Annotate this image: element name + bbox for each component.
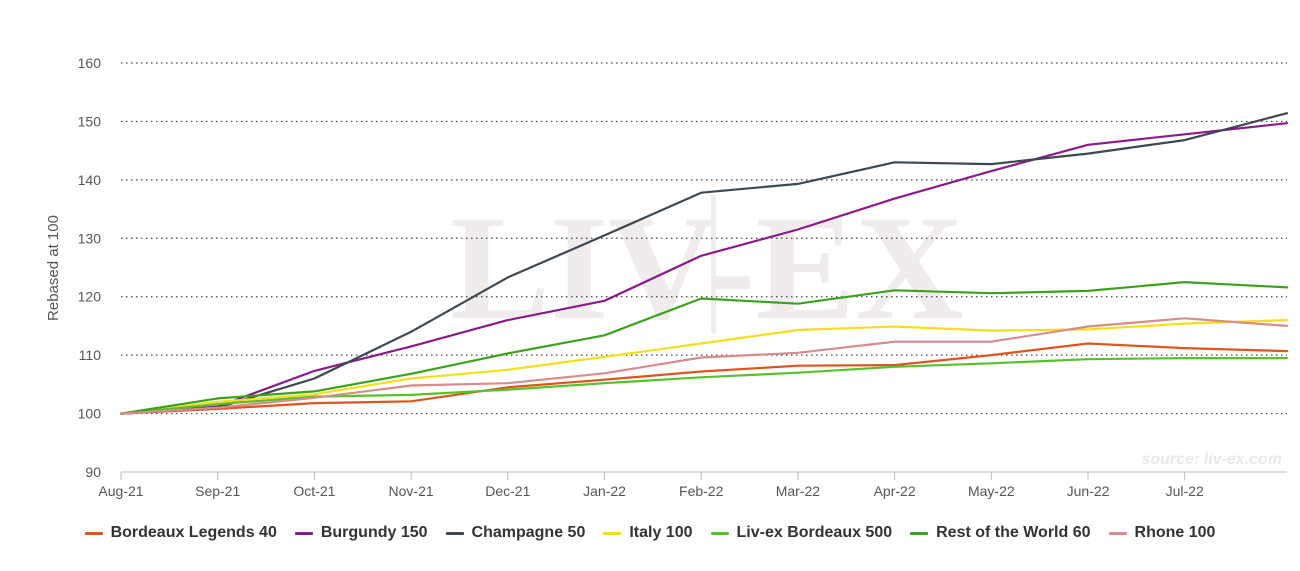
series-line-bordeaux-legends-40 [119, 342, 1289, 415]
x-tick-label: Jul-22 [1166, 483, 1204, 499]
y-axis-title: Rebased at 100 [45, 215, 62, 321]
source-label: source: liv-ex.com [1142, 451, 1283, 468]
y-tick-label: 110 [79, 347, 102, 363]
x-tick-label: Jan-22 [583, 483, 626, 499]
legend-item-rest-of-the-world-60[interactable]: Rest of the World 60 [910, 524, 1091, 542]
legend-label: Italy 100 [629, 524, 693, 541]
legend-swatch [603, 531, 622, 535]
legend-item-burgundy-150[interactable]: Burgundy 150 [294, 524, 428, 542]
y-tick-label: 130 [78, 230, 102, 246]
series-line-italy-100 [119, 319, 1289, 415]
legend-label: Rest of the World 60 [936, 524, 1091, 541]
y-tick-label: 140 [78, 172, 102, 188]
legend-swatch [445, 531, 464, 535]
x-tick-label: May-22 [968, 483, 1015, 499]
y-tick-label: 160 [78, 55, 102, 71]
y-tick-label: 100 [78, 406, 102, 422]
legend-swatch [294, 531, 313, 535]
legend-item-italy-100[interactable]: Italy 100 [603, 524, 693, 542]
legend-item-bordeaux-legends-40[interactable]: Bordeaux Legends 40 [84, 524, 277, 542]
x-tick-label: Oct-21 [293, 483, 335, 499]
series-line-liv-ex-bordeaux-500 [119, 357, 1289, 415]
watermark-text: LIV-EX [450, 185, 964, 351]
legend-label: Bordeaux Legends 40 [110, 524, 277, 541]
line-chart: LIV-EX Rebased at 100 source: liv-ex.com… [45, 55, 1289, 499]
x-tick-label: Apr-22 [874, 483, 916, 499]
legend-item-liv-ex-bordeaux-500[interactable]: Liv-ex Bordeaux 500 [710, 524, 893, 542]
x-tick-label: Feb-22 [679, 483, 724, 499]
series [119, 112, 1289, 415]
x-tick-label: Aug-21 [98, 483, 143, 499]
watermark-divider [711, 195, 716, 333]
legend-swatch [84, 531, 103, 535]
watermark: LIV-EX [450, 185, 964, 351]
series-line-burgundy-150 [119, 122, 1289, 415]
axes: Rebased at 100 source: liv-ex.com 90 100 1… [45, 55, 1287, 499]
x-tick-label: Dec-21 [485, 483, 530, 499]
x-tick-label: Nov-21 [389, 483, 434, 499]
series-line-rhone-100 [119, 317, 1289, 415]
x-tick-label: Mar-22 [776, 483, 821, 499]
series-line-rest-of-the-world-60 [119, 281, 1289, 415]
y-tick-label: 150 [78, 113, 102, 129]
legend-swatch [1108, 531, 1127, 535]
legend-label: Liv-ex Bordeaux 500 [736, 524, 893, 541]
legend-label: Champagne 50 [471, 524, 586, 541]
x-tick-label: Sep-21 [195, 483, 240, 499]
legend-label: Burgundy 150 [320, 524, 428, 541]
legend: Bordeaux Legends 40 Burgundy 150 Champagne… [0, 519, 1300, 547]
legend-item-champagne-50[interactable]: Champagne 50 [445, 524, 586, 542]
legend-label: Rhone 100 [1134, 524, 1216, 541]
legend-swatch [910, 531, 929, 535]
legend-item-rhone-100[interactable]: Rhone 100 [1108, 524, 1216, 542]
series-line-champagne-50 [119, 112, 1289, 415]
y-tick-label: 90 [85, 464, 101, 480]
legend-swatch [710, 531, 729, 535]
y-tick-label: 120 [78, 289, 102, 305]
x-tick-label: Jun-22 [1067, 483, 1110, 499]
